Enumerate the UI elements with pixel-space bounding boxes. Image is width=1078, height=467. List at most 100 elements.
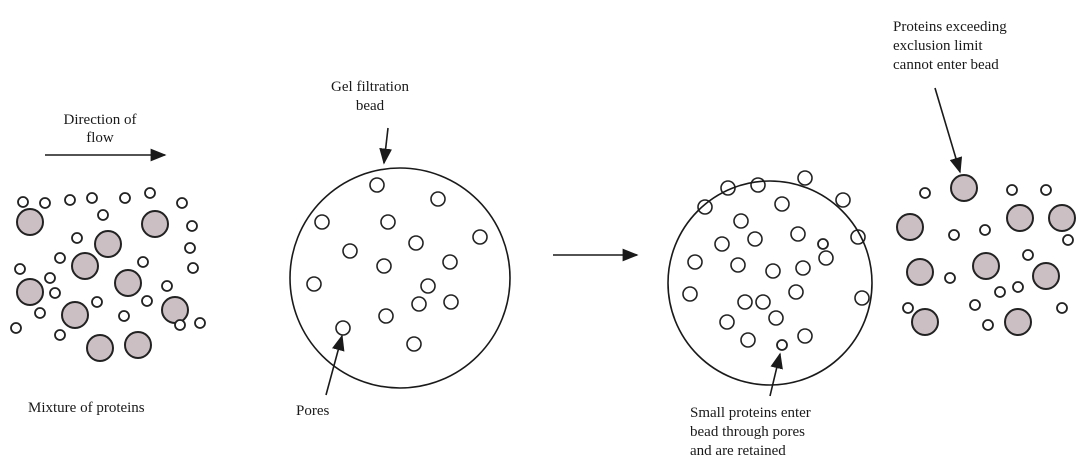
small-protein — [948, 229, 960, 241]
small-protein — [119, 192, 131, 204]
large-protein — [972, 252, 1000, 280]
small-protein — [39, 197, 51, 209]
pore — [687, 254, 703, 270]
bead-label: bead — [356, 98, 385, 114]
pore — [411, 296, 427, 312]
small-protein — [969, 299, 981, 311]
flow-label: flow — [86, 130, 114, 146]
small-protein — [1012, 281, 1024, 293]
bead-label: Gel filtration — [331, 79, 409, 95]
pore — [755, 294, 771, 310]
pore — [790, 226, 806, 242]
small-protein — [187, 262, 199, 274]
pore — [682, 286, 698, 302]
pore — [719, 314, 735, 330]
pore — [818, 250, 834, 266]
pore — [442, 254, 458, 270]
pore — [430, 191, 446, 207]
pore — [797, 170, 813, 186]
large-protein — [1006, 204, 1034, 232]
small-protein — [14, 263, 26, 275]
excluded-label: Proteins exceeding — [893, 19, 1007, 35]
pore — [380, 214, 396, 230]
large-protein — [1032, 262, 1060, 290]
pore — [420, 278, 436, 294]
large-protein — [906, 258, 934, 286]
small-protein — [902, 302, 914, 314]
small-protein — [17, 196, 29, 208]
mixture-label: Mixture of proteins — [28, 400, 145, 416]
pore — [406, 336, 422, 352]
pore — [408, 235, 424, 251]
retained-label: bead through pores — [690, 424, 805, 440]
small-protein — [979, 224, 991, 236]
small-protein — [141, 295, 153, 307]
small-protein — [1022, 249, 1034, 261]
large-protein — [94, 230, 122, 258]
pore — [765, 263, 781, 279]
small-protein — [1062, 234, 1074, 246]
pore — [697, 199, 713, 215]
bead-pointer — [379, 127, 392, 165]
large-protein — [161, 296, 189, 324]
pore — [733, 213, 749, 229]
large-protein — [1048, 204, 1076, 232]
pore — [335, 320, 351, 336]
large-protein — [114, 269, 142, 297]
small-protein — [71, 232, 83, 244]
pores-pointer — [325, 334, 345, 396]
small-protein — [91, 296, 103, 308]
small-protein — [184, 242, 196, 254]
large-protein — [16, 278, 44, 306]
pore — [314, 214, 330, 230]
pore — [342, 243, 358, 259]
small-protein — [49, 287, 61, 299]
pore — [788, 284, 804, 300]
small-protein — [176, 197, 188, 209]
flow-label: Direction of — [64, 112, 137, 128]
small-protein — [1006, 184, 1018, 196]
pore — [369, 177, 385, 193]
large-protein — [141, 210, 169, 238]
excluded-label: exclusion limit — [893, 38, 983, 54]
small-protein — [86, 192, 98, 204]
small-protein — [194, 317, 206, 329]
small-protein — [817, 238, 829, 250]
small-protein — [64, 194, 76, 206]
pore — [378, 308, 394, 324]
pore — [730, 257, 746, 273]
small-protein — [994, 286, 1006, 298]
large-protein — [1004, 308, 1032, 336]
small-protein — [34, 307, 46, 319]
large-protein — [950, 174, 978, 202]
gel-bead — [289, 167, 511, 389]
pore — [774, 196, 790, 212]
pore — [797, 328, 813, 344]
retained-label: and are retained — [690, 443, 786, 459]
pore — [472, 229, 488, 245]
small-protein — [1040, 184, 1052, 196]
small-protein — [982, 319, 994, 331]
small-protein — [54, 252, 66, 264]
small-protein — [97, 209, 109, 221]
large-protein — [124, 331, 152, 359]
small-protein — [54, 329, 66, 341]
retained-label: Small proteins enter — [690, 405, 811, 421]
large-protein — [71, 252, 99, 280]
small-protein — [919, 187, 931, 199]
pore — [306, 276, 322, 292]
small-protein — [776, 339, 788, 351]
pore — [747, 231, 763, 247]
pore — [740, 332, 756, 348]
small-protein — [118, 310, 130, 322]
large-protein — [86, 334, 114, 362]
small-protein — [161, 280, 173, 292]
shapes — [10, 170, 1076, 362]
small-protein — [1056, 302, 1068, 314]
pore — [443, 294, 459, 310]
gel-bead-retained — [667, 180, 873, 386]
pore — [768, 310, 784, 326]
excluded-label: cannot enter bead — [893, 57, 999, 73]
small-protein — [44, 272, 56, 284]
